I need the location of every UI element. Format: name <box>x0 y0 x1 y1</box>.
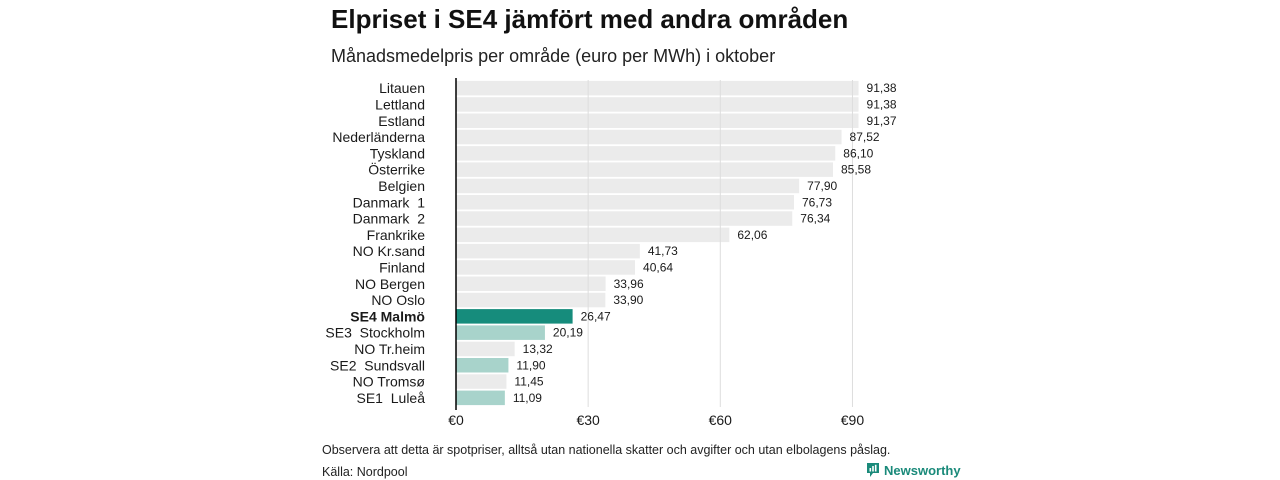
category-label: NO Tromsø <box>353 374 426 390</box>
bar <box>456 243 640 259</box>
bar <box>456 80 859 96</box>
category-label: Österrike <box>368 161 425 178</box>
value-label: 11,45 <box>514 375 543 389</box>
category-label: Danmark 2 <box>353 211 426 227</box>
value-label: 26,47 <box>581 309 611 323</box>
footnote: Observera att detta är spotpriser, allts… <box>322 443 891 457</box>
value-label: 13,32 <box>523 342 553 356</box>
value-label: 85,58 <box>841 163 871 177</box>
bar <box>456 341 515 357</box>
value-label: 11,09 <box>513 391 542 405</box>
bar <box>456 227 730 243</box>
category-label: NO Kr.sand <box>353 243 425 259</box>
category-label: Belgien <box>378 178 425 194</box>
bar <box>456 195 794 210</box>
x-tick-label: €60 <box>709 412 733 428</box>
value-label: 76,73 <box>802 195 832 209</box>
chart-subtitle: Månadsmedelpris per område (euro per MWh… <box>331 46 776 66</box>
bar <box>456 260 636 275</box>
brand-name: Newsworthy <box>884 462 961 478</box>
value-label: 20,19 <box>553 326 583 340</box>
value-label: 11,90 <box>516 358 545 372</box>
value-label: 91,37 <box>866 114 896 128</box>
bar <box>456 129 842 145</box>
value-label: 87,52 <box>850 130 880 144</box>
category-label: Nederländerna <box>332 129 425 145</box>
bar-chart: Litauen 91,38 Lettland 91,38 Estland 91,37 Ned… <box>325 78 897 428</box>
category-label: Lettland <box>375 96 425 112</box>
category-label: SE4 Malmö <box>350 308 425 324</box>
category-label: SE1 Luleå <box>357 390 426 406</box>
bar <box>456 390 505 406</box>
bar <box>456 113 859 128</box>
x-tick-label: €30 <box>576 412 600 428</box>
x-tick-label: €0 <box>448 412 464 428</box>
value-label: 62,06 <box>737 228 767 242</box>
category-label: Litauen <box>379 80 425 96</box>
category-label: Frankrike <box>367 227 426 243</box>
value-label: 77,90 <box>807 179 837 193</box>
bar <box>456 374 507 389</box>
bar <box>456 97 859 112</box>
x-tick-label: €90 <box>841 412 865 428</box>
category-label: SE3 Stockholm <box>325 325 425 341</box>
newsworthy-brand[interactable]: Newsworthy <box>866 462 961 478</box>
bar <box>456 162 833 177</box>
bar <box>456 309 573 324</box>
bar <box>456 211 793 226</box>
category-label: SE2 Sundsvall <box>330 357 425 373</box>
value-label: 76,34 <box>800 212 830 226</box>
source-credit: Källa: Nordpool <box>322 465 408 479</box>
value-label: 91,38 <box>867 97 897 111</box>
chart-title: Elpriset i SE4 jämfört med andra områden <box>331 4 849 34</box>
bar <box>456 276 606 291</box>
category-label: NO Tr.heim <box>354 341 425 357</box>
value-label: 33,96 <box>614 277 644 291</box>
bar <box>456 292 606 308</box>
category-label: Tyskland <box>370 145 425 161</box>
category-label: Finland <box>379 259 425 275</box>
bar <box>456 178 800 194</box>
category-label: NO Bergen <box>355 276 425 292</box>
category-label: NO Oslo <box>371 292 425 308</box>
bar <box>456 146 836 161</box>
bar <box>456 358 509 373</box>
value-label: 86,10 <box>843 146 873 160</box>
category-label: Danmark 1 <box>353 194 426 210</box>
value-label: 40,64 <box>643 260 673 274</box>
value-label: 41,73 <box>648 244 678 258</box>
value-label: 91,38 <box>867 81 897 95</box>
value-label: 33,90 <box>613 293 643 307</box>
category-label: Estland <box>378 113 425 129</box>
bar <box>456 325 545 340</box>
newsworthy-logo-icon <box>867 463 879 477</box>
